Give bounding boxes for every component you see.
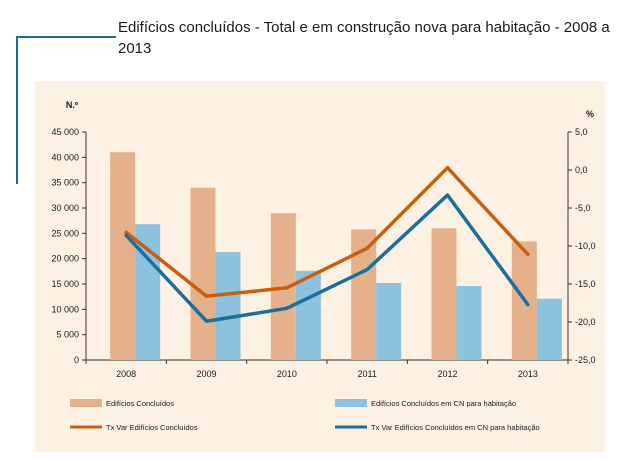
x-tick-label: 2010 <box>277 369 297 379</box>
x-tick-label: 2011 <box>357 369 376 379</box>
bar-cn-habitacao <box>135 224 161 360</box>
bar-cn-habitacao <box>215 252 241 360</box>
title-accent-line <box>16 36 116 38</box>
left-tick-label: 0 <box>74 355 79 365</box>
left-tick-label: 30 000 <box>51 203 79 213</box>
right-tick-label: -15,0 <box>575 279 596 289</box>
legend-label: Edifícios Concluídos <box>106 399 174 408</box>
right-tick-label: -20,0 <box>575 317 596 327</box>
series-line-tx-var-total <box>124 165 530 298</box>
x-tick-label: 2009 <box>196 369 216 379</box>
legend-label: Tx Var Edifícios Concluídos <box>106 423 198 432</box>
right-tick-label: -5,0 <box>575 203 591 213</box>
right-tick-label: 0,0 <box>575 165 588 175</box>
y-axis-label: N.º <box>66 100 79 110</box>
legend-swatch <box>70 399 102 407</box>
left-tick-label: 5 000 <box>56 330 79 340</box>
left-tick-label: 20 000 <box>51 254 79 264</box>
right-tick-label: -25,0 <box>575 355 596 365</box>
bar-total <box>110 152 136 360</box>
series-line-tx-var-cn-habitacao <box>124 193 530 323</box>
title-accent-bar <box>16 36 18 184</box>
bar-total <box>190 187 216 360</box>
right-tick-label: 5,0 <box>575 127 588 137</box>
bar-cn-habitacao <box>536 298 562 360</box>
left-tick-label: 10 000 <box>51 304 79 314</box>
bar-cn-habitacao <box>456 286 482 360</box>
bar-cn-habitacao <box>376 282 402 360</box>
bar-cn-habitacao <box>295 270 321 360</box>
left-tick-label: 45 000 <box>51 127 79 137</box>
x-tick-label: 2013 <box>518 369 538 379</box>
chart-title: Edifícios concluídos - Total e em constr… <box>118 19 610 57</box>
legend-swatch <box>335 399 367 407</box>
left-tick-label: 35 000 <box>51 178 79 188</box>
left-tick-label: 25 000 <box>51 228 79 238</box>
bar-total <box>431 228 457 360</box>
right-tick-label: -10,0 <box>575 241 596 251</box>
legend-label: Edifícios Concluídos em CN para habitaçã… <box>371 399 516 408</box>
x-tick-label: 2008 <box>116 369 136 379</box>
left-tick-label: 15 000 <box>51 279 79 289</box>
x-tick-label: 2012 <box>437 369 457 379</box>
legend-label: Tx Var Edifícios Concluídos em CN para h… <box>371 423 540 432</box>
y2-axis-label: % <box>586 109 594 119</box>
left-tick-label: 40 000 <box>51 152 79 162</box>
